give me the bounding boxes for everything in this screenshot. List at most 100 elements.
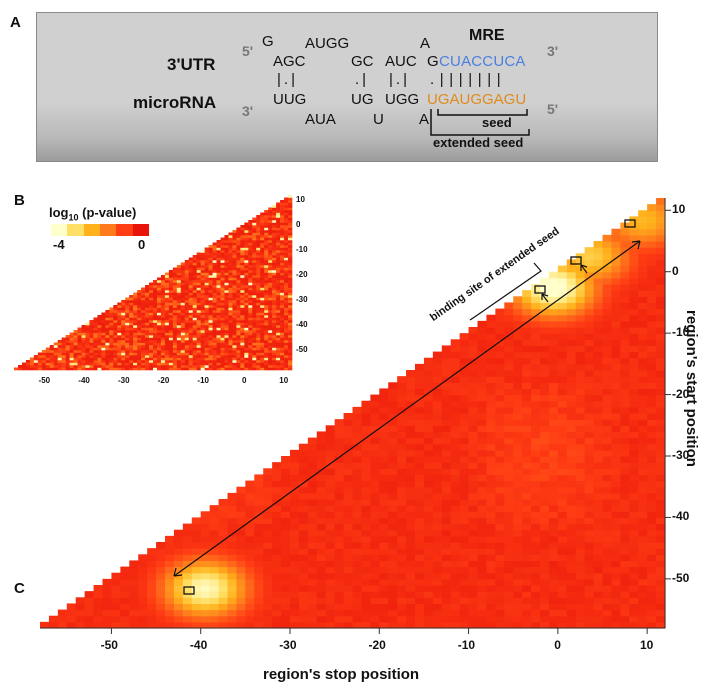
inset-cell (232, 295, 237, 298)
heatmap-cell (611, 425, 621, 433)
heatmap-cell (432, 351, 443, 359)
inset-cell (97, 340, 102, 343)
inset-cell (129, 327, 134, 331)
heatmap-cell (290, 603, 300, 611)
heatmap-cell (557, 370, 568, 377)
utr-bulge-augg: AUGG (305, 35, 350, 52)
heatmap-cell (611, 320, 621, 328)
seed-sequence: UGAUGGAGU (427, 91, 527, 108)
heatmap-cell (486, 486, 496, 494)
inset-cell (141, 365, 146, 368)
heatmap-cell (254, 535, 264, 543)
heatmap-cell (522, 615, 532, 623)
heatmap-cell (486, 327, 496, 334)
inset-cell (37, 355, 43, 358)
heatmap-cell (468, 449, 479, 457)
inset-cell (153, 295, 158, 298)
inset-cell (272, 212, 277, 216)
inset-cell (216, 265, 221, 268)
heatmap-cell (584, 406, 595, 414)
inset-cell (212, 290, 217, 293)
inset-cell (256, 317, 261, 321)
inset-cell (204, 285, 209, 288)
inset-cell (192, 345, 197, 348)
inset-cell (216, 340, 221, 343)
heatmap-cell (370, 535, 380, 543)
heatmap-cell (423, 449, 434, 457)
heatmap-cell (450, 480, 461, 488)
inset-cell (252, 280, 257, 283)
heatmap-cell (254, 603, 264, 611)
heatmap-cell (441, 462, 452, 469)
inset-cell (216, 352, 221, 356)
inset-cell (65, 365, 70, 368)
heatmap-cell (575, 314, 586, 322)
inset-cell (284, 255, 289, 258)
inset-cell (220, 245, 225, 248)
inset-cell (172, 347, 178, 351)
inset-cell (280, 207, 285, 211)
inset-cell (276, 352, 281, 356)
heatmap-cell (450, 363, 461, 371)
inset-cell (192, 352, 197, 356)
heatmap-cell (575, 523, 586, 531)
heatmap-cell (566, 290, 577, 297)
inset-cell (188, 360, 194, 363)
inset-cell (93, 360, 98, 363)
inset-cell (272, 255, 277, 258)
heatmap-cell (575, 320, 586, 328)
inset-cell (212, 300, 217, 303)
heatmap-cell (334, 578, 345, 586)
inset-cell (228, 367, 233, 371)
heatmap-cell (593, 474, 604, 482)
inset-cell (172, 332, 178, 336)
inset-cell (288, 352, 293, 356)
heatmap-cell (397, 492, 407, 500)
inset-cell (160, 310, 166, 313)
heatmap-cell (620, 290, 630, 297)
heatmap-cell (406, 523, 416, 531)
heatmap-cell (531, 554, 541, 562)
inset-cell (208, 252, 213, 256)
inset-cell (276, 332, 281, 336)
inset-cell (244, 222, 249, 226)
heatmap-cell (656, 333, 666, 340)
heatmap-cell (352, 572, 363, 580)
inset-cell (97, 365, 102, 368)
heatmap-cell (522, 437, 532, 445)
inset-cell (172, 330, 178, 333)
heatmap-cell (370, 597, 380, 605)
inset-cell (232, 255, 237, 258)
inset-cell (172, 277, 178, 281)
heatmap-cell (611, 290, 621, 297)
heatmap-cell (647, 241, 657, 248)
inset-cell (252, 365, 257, 368)
inset-cell (176, 365, 182, 368)
mirna-3prime: 3' (242, 103, 254, 119)
inset-cell (280, 265, 285, 268)
heatmap-cell (629, 425, 639, 433)
heatmap-cell (504, 302, 514, 310)
inset-cell (284, 230, 289, 233)
inset-cell (160, 347, 166, 351)
heatmap-cell (629, 615, 639, 623)
inset-cell (97, 315, 102, 318)
inset-cell (228, 365, 233, 368)
heatmap-cell (656, 456, 666, 463)
inset-cell (180, 297, 186, 301)
heatmap-cell (111, 603, 121, 611)
inset-cell (160, 362, 166, 366)
inset-cell (232, 332, 237, 336)
inset-cell (236, 322, 241, 326)
heatmap-cell (468, 499, 479, 506)
inset-cell (272, 292, 277, 296)
inset-cell (252, 302, 257, 306)
heatmap-cell (584, 388, 595, 396)
inset-cell (280, 217, 285, 221)
inset-cell (149, 337, 154, 341)
heatmap-cell (495, 511, 505, 519)
inset-cell (180, 357, 186, 361)
heatmap-cell (656, 271, 666, 279)
inset-cell (252, 282, 257, 286)
inset-cell (236, 245, 241, 248)
